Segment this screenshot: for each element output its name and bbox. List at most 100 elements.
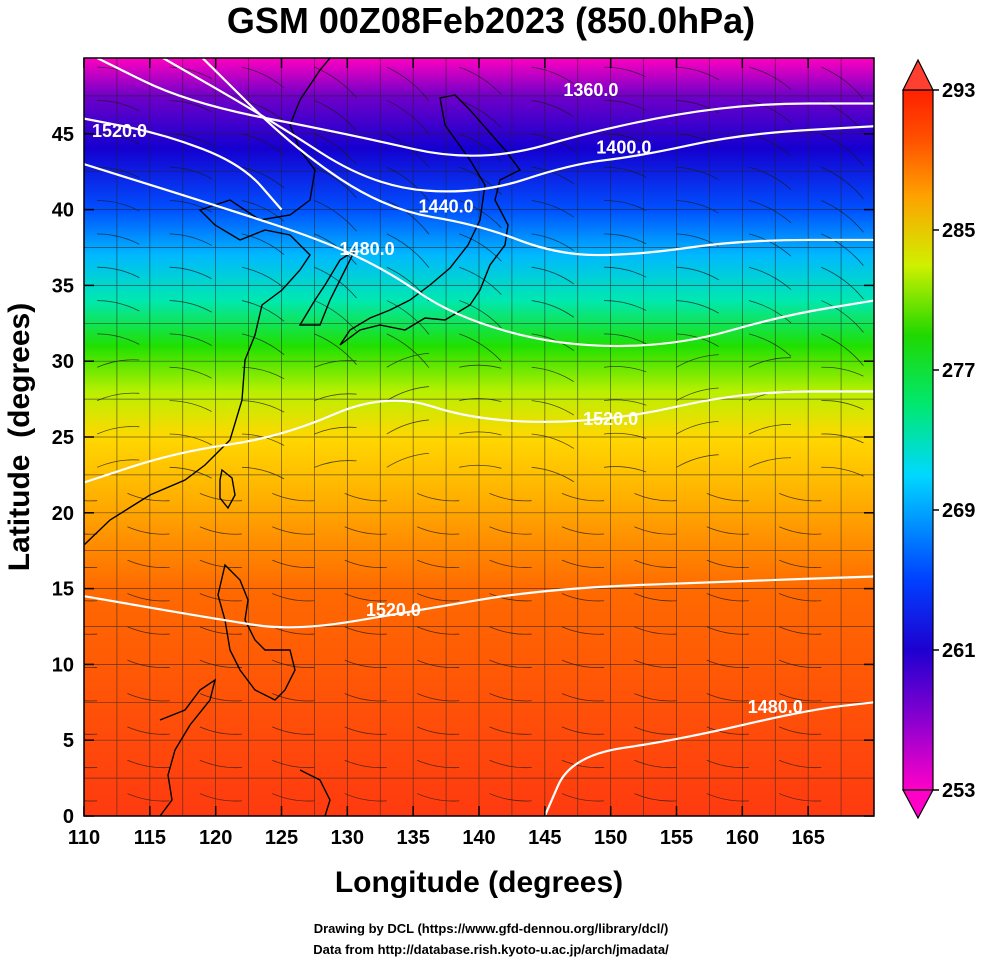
streamline (779, 593, 822, 602)
streamline (386, 200, 430, 235)
streamline (706, 659, 749, 669)
streamline (561, 793, 605, 802)
streamline (272, 693, 315, 702)
streamline (241, 300, 285, 322)
streamline (127, 559, 170, 568)
x-tick-label: 160 (726, 827, 759, 849)
streamline (748, 66, 792, 90)
credit-drawing: Drawing by DCL (https://www.gfd-dennou.o… (313, 921, 669, 936)
streamline (314, 133, 357, 165)
streamline (459, 398, 502, 402)
contour-line (96, 58, 874, 157)
streamline (199, 626, 243, 635)
colorbar-tick-label: 293 (942, 80, 975, 102)
colorbar-tick-label: 277 (942, 360, 975, 382)
streamline (561, 659, 605, 669)
streamline (199, 559, 243, 568)
streamline (344, 793, 387, 802)
streamline (241, 66, 285, 89)
streamline (84, 500, 98, 502)
streamline (561, 693, 605, 702)
streamline (241, 200, 285, 222)
streamline (821, 366, 864, 377)
streamline (272, 593, 315, 602)
x-tick-label: 125 (265, 827, 298, 849)
streamline (604, 100, 647, 111)
streamline (169, 300, 212, 313)
streamline (489, 659, 532, 669)
contour-line (543, 701, 874, 816)
streamline (386, 300, 430, 335)
streamline (706, 626, 749, 635)
streamline (604, 300, 647, 311)
streamline (489, 726, 532, 735)
streamline (779, 626, 822, 635)
streamline (561, 559, 605, 568)
contour-label: 1520.0 (583, 409, 638, 429)
streamline (748, 166, 792, 190)
colorbar-tick-label: 285 (942, 220, 975, 242)
streamline (748, 457, 792, 468)
streamline (748, 357, 792, 368)
x-axis-label: Longitude (degrees) (334, 866, 624, 899)
y-tick-label: 45 (52, 124, 74, 146)
streamline (314, 66, 357, 99)
streamline (779, 793, 822, 802)
streamline (459, 200, 502, 229)
streamline (84, 800, 98, 802)
streamline (459, 266, 502, 295)
streamline (779, 693, 822, 702)
streamline (561, 493, 605, 502)
streamline (676, 266, 719, 281)
streamline (344, 526, 387, 535)
streamline (531, 266, 575, 285)
streamline (344, 726, 387, 735)
streamline (241, 366, 285, 380)
x-tick-label: 115 (134, 827, 166, 849)
streamline (676, 454, 719, 468)
streamline (127, 493, 170, 502)
y-axis-label: Latitude (degrees) (3, 302, 36, 572)
streamline (634, 526, 677, 535)
streamline (531, 66, 575, 85)
x-axis: 110 115 120 125 130 135 140 145 150 155 160 165 (68, 58, 825, 849)
streamline (821, 266, 864, 300)
streamline (169, 333, 212, 346)
streamline (706, 693, 749, 702)
streamline (531, 366, 575, 383)
y-tick-label: 40 (52, 200, 74, 222)
streamline (416, 626, 460, 635)
x-tick-label: 145 (528, 827, 561, 849)
streamline (459, 100, 502, 129)
streamline (84, 533, 98, 535)
streamline (84, 733, 98, 735)
streamline (84, 633, 98, 635)
streamline (489, 626, 532, 635)
streamline (459, 133, 502, 162)
streamline (676, 300, 719, 314)
streamline (416, 693, 460, 702)
streamline (604, 266, 647, 278)
streamline (459, 233, 502, 262)
streamline (748, 100, 792, 124)
streamline (272, 793, 315, 802)
streamline (489, 793, 532, 802)
streamline (821, 166, 864, 200)
streamline (821, 200, 864, 233)
streamline (821, 400, 864, 410)
height-contours: 1360.0 1400.0 1440.0 1480.0 1520.0 1520.0 1520… (84, 58, 874, 816)
streamline (459, 300, 502, 329)
streamline (199, 593, 243, 602)
streamline (604, 200, 647, 211)
streamline (416, 559, 460, 568)
streamline (127, 759, 170, 769)
streamline (676, 166, 719, 181)
streamline (561, 626, 605, 635)
streamline (634, 726, 677, 735)
contour-label: 1360.0 (563, 80, 618, 100)
colorbar-tick-label: 253 (942, 780, 975, 802)
streamline (314, 266, 357, 299)
streamline (821, 433, 864, 444)
streamline (779, 526, 822, 535)
streamline (272, 659, 315, 669)
